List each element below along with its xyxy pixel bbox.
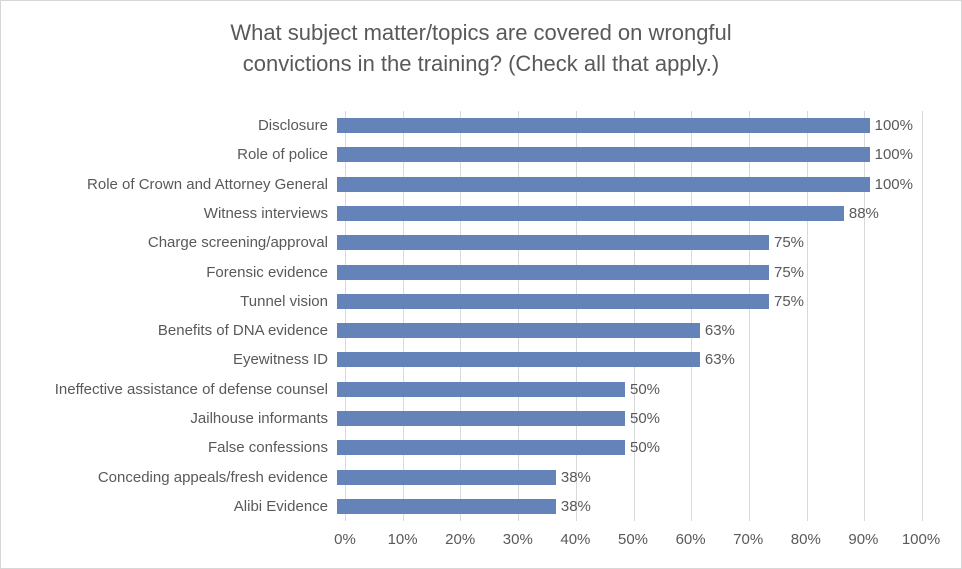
category-label: Tunnel vision xyxy=(240,292,328,310)
value-label: 75% xyxy=(774,263,805,281)
plot-area: Disclosure 100% Role of police 100% Role of … xyxy=(1,111,961,521)
category-label: Role of police xyxy=(237,146,328,164)
bar-row: Alibi Evidence 38% xyxy=(1,492,961,521)
bar-row: Eyewitness ID 63% xyxy=(1,345,961,374)
bar-area: 75% xyxy=(337,234,913,251)
bar-area: 100% xyxy=(337,176,913,193)
bar xyxy=(337,440,625,456)
gridline xyxy=(806,111,808,521)
bar xyxy=(337,235,769,251)
bar-row: Role of police 100% xyxy=(1,140,961,169)
x-tick-label: 20% xyxy=(445,531,476,548)
gridline xyxy=(345,111,346,521)
x-tick-label: 70% xyxy=(733,531,764,548)
category-label: Eyewitness ID xyxy=(232,351,328,369)
bar-row: Witness interviews 88% xyxy=(1,199,961,228)
bar xyxy=(337,205,844,221)
x-tick-label: 0% xyxy=(334,531,356,548)
bar-area: 100% xyxy=(337,146,913,163)
category-label: Jailhouse informants xyxy=(190,409,328,427)
value-label: 100% xyxy=(874,146,913,164)
x-tick-label: 50% xyxy=(617,531,649,548)
bar-row: Conceding appeals/fresh evidence 38% xyxy=(1,462,961,491)
bar xyxy=(337,176,870,192)
gridline xyxy=(575,111,577,521)
category-label: Role of Crown and Attorney General xyxy=(87,175,328,193)
gridline xyxy=(402,111,404,521)
x-tick-label: 30% xyxy=(502,531,533,548)
value-label: 63% xyxy=(704,322,735,340)
bar xyxy=(337,293,769,309)
bar xyxy=(337,323,700,339)
bar-area: 75% xyxy=(337,264,913,281)
category-label: Alibi Evidence xyxy=(233,497,328,515)
category-label: Witness interviews xyxy=(203,204,328,222)
x-tick-label: 40% xyxy=(560,531,591,548)
bar-area: 88% xyxy=(337,205,913,222)
gridline xyxy=(864,111,866,521)
value-label: 38% xyxy=(560,468,591,486)
bar xyxy=(337,410,625,426)
bar xyxy=(337,469,556,485)
x-tick-label: 60% xyxy=(675,531,706,548)
value-label: 100% xyxy=(874,117,913,135)
bar xyxy=(337,498,556,514)
bar-area: 50% xyxy=(337,410,913,427)
bar-area: 38% xyxy=(337,469,913,486)
category-label: Disclosure xyxy=(257,117,328,135)
bar-row: Forensic evidence 75% xyxy=(1,257,961,286)
bar xyxy=(337,264,769,280)
gridline xyxy=(518,111,520,521)
value-label: 100% xyxy=(874,175,913,193)
bar-area: 50% xyxy=(337,381,913,398)
bar-row: Benefits of DNA evidence 63% xyxy=(1,316,961,345)
plot-gridlines xyxy=(345,111,923,521)
chart-title-line-1: What subject matter/topics are covered o… xyxy=(230,20,732,45)
bar-area: 75% xyxy=(337,293,913,310)
chart-title-line-2: convictions in the training? (Check all … xyxy=(242,51,720,76)
bar-area: 63% xyxy=(337,322,913,339)
value-label: 88% xyxy=(848,204,879,222)
value-label: 75% xyxy=(774,292,805,310)
x-axis: 0% 10% 20% 30% 40% 50% 60% 70% 80% 90% 100% xyxy=(334,531,940,553)
bar xyxy=(337,118,870,134)
category-label: False confessions xyxy=(207,439,328,457)
bar-area: 50% xyxy=(337,439,913,456)
value-label: 50% xyxy=(630,409,661,427)
bar-row: Charge screening/approval 75% xyxy=(1,228,961,257)
x-tick-label: 10% xyxy=(387,531,418,548)
category-label: Ineffective assistance of defense counse… xyxy=(54,380,328,398)
bar-row: Disclosure 100% xyxy=(1,111,961,140)
gridline xyxy=(460,111,462,521)
gridline xyxy=(633,111,635,521)
bar-area: 63% xyxy=(337,351,913,368)
bar-area: 100% xyxy=(337,117,913,134)
bar xyxy=(337,352,700,368)
value-label: 50% xyxy=(630,380,661,398)
category-label: Conceding appeals/fresh evidence xyxy=(97,468,328,486)
category-label: Charge screening/approval xyxy=(147,234,328,252)
bar-row: Tunnel vision 75% xyxy=(1,287,961,316)
bar xyxy=(337,147,870,163)
gridline xyxy=(691,111,693,521)
x-tick-label: 100% xyxy=(901,531,941,548)
value-label: 50% xyxy=(630,439,661,457)
value-label: 75% xyxy=(774,234,805,252)
bar-row: Jailhouse informants 50% xyxy=(1,404,961,433)
bar-area: 38% xyxy=(337,498,913,515)
category-label: Forensic evidence xyxy=(206,263,328,281)
gridline xyxy=(748,111,750,521)
gridline xyxy=(922,111,923,521)
x-tick-label: 90% xyxy=(848,531,879,548)
bar-row: False confessions 50% xyxy=(1,433,961,462)
bar xyxy=(337,381,625,397)
x-tick-label: 80% xyxy=(790,531,821,548)
value-label: 38% xyxy=(560,497,591,515)
value-label: 63% xyxy=(704,351,735,369)
bar-row: Ineffective assistance of defense counse… xyxy=(1,375,961,404)
chart-title: What subject matter/topics are covered o… xyxy=(1,17,961,79)
bar-row: Role of Crown and Attorney General 100% xyxy=(1,170,961,199)
category-label: Benefits of DNA evidence xyxy=(157,322,328,340)
